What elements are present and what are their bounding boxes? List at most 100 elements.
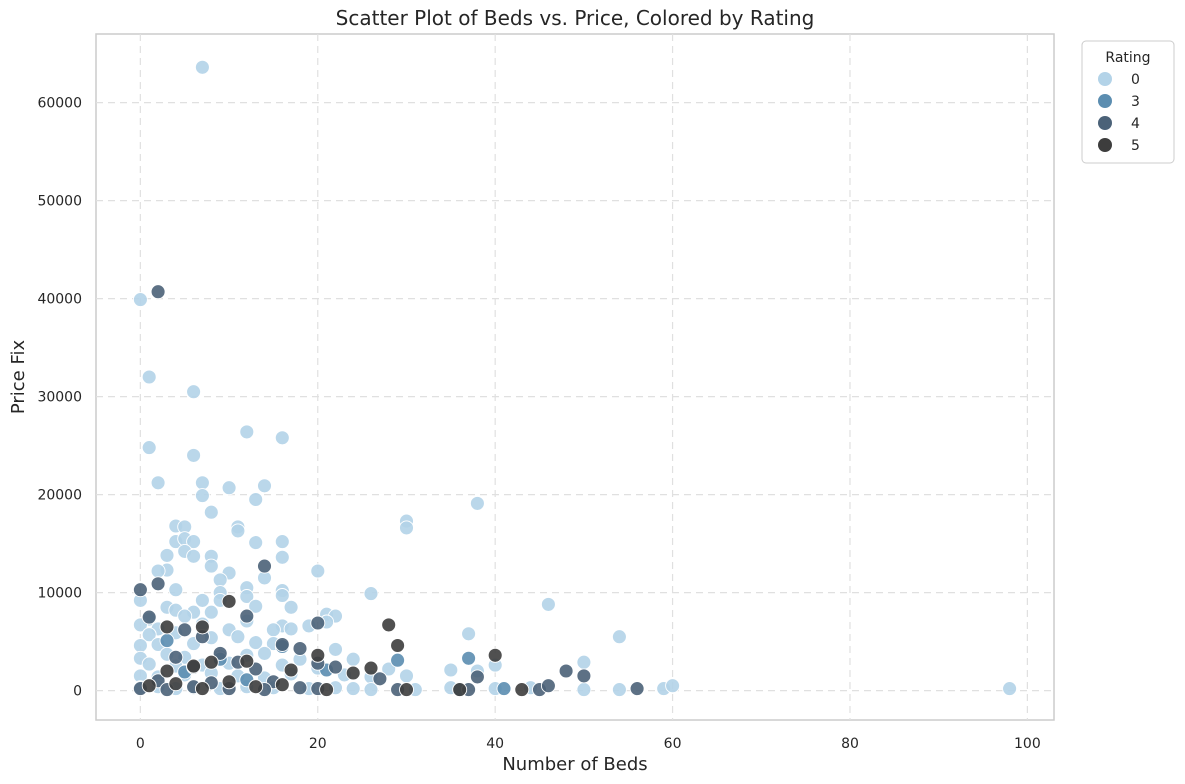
- data-point: [132, 582, 148, 598]
- data-point: [194, 619, 210, 635]
- y-tick-label: 30000: [37, 390, 82, 406]
- legend-marker: [1098, 94, 1112, 108]
- data-point: [194, 488, 210, 504]
- y-tick-label: 60000: [37, 96, 82, 112]
- data-point: [141, 678, 157, 694]
- y-axis-title: Price Fix: [8, 339, 29, 414]
- y-tick-label: 40000: [37, 292, 82, 308]
- data-point: [239, 424, 255, 440]
- data-point: [381, 661, 397, 677]
- data-point: [363, 660, 379, 676]
- legend-label: 5: [1131, 138, 1140, 154]
- data-point: [257, 558, 272, 574]
- data-point: [194, 475, 210, 491]
- data-point: [212, 572, 228, 588]
- data-point: [186, 658, 202, 674]
- data-point: [141, 656, 157, 672]
- data-point: [310, 647, 326, 663]
- y-tick-label: 10000: [37, 586, 82, 602]
- y-tick-label: 20000: [37, 488, 82, 504]
- data-point: [381, 617, 397, 633]
- data-point: [558, 663, 574, 679]
- data-point: [310, 615, 326, 631]
- data-point: [469, 495, 485, 511]
- data-point: [328, 659, 343, 675]
- data-point: [274, 637, 290, 652]
- x-tick-label: 100: [1014, 736, 1041, 752]
- data-point: [274, 677, 290, 693]
- legend-marker: [1098, 138, 1112, 152]
- data-point: [194, 59, 210, 75]
- data-point: [257, 645, 272, 661]
- data-point: [576, 668, 592, 684]
- data-point: [132, 638, 148, 653]
- data-point: [141, 369, 157, 385]
- data-point: [230, 523, 246, 539]
- data-point: [399, 668, 414, 684]
- data-point: [576, 682, 592, 698]
- data-point: [248, 635, 264, 651]
- data-point: [665, 678, 681, 694]
- legend-marker: [1098, 116, 1112, 130]
- data-point: [540, 596, 556, 612]
- y-tick-label: 50000: [37, 194, 82, 210]
- data-point: [292, 641, 308, 656]
- data-point: [141, 627, 157, 643]
- data-points: [132, 59, 1018, 698]
- x-tick-label: 40: [486, 736, 504, 752]
- series-rating-5: [141, 593, 530, 698]
- x-tick-label: 80: [841, 736, 859, 752]
- data-point: [248, 492, 264, 507]
- data-point: [230, 629, 246, 645]
- data-point: [292, 680, 308, 696]
- data-point: [461, 650, 477, 666]
- legend-title: Rating: [1105, 50, 1150, 66]
- data-point: [283, 621, 299, 637]
- legend: Rating 0 3 4 5: [1081, 40, 1175, 164]
- data-point: [611, 682, 627, 698]
- legend-box: [1081, 40, 1175, 164]
- data-point: [186, 548, 202, 564]
- data-point: [132, 292, 148, 308]
- data-point: [141, 440, 157, 456]
- data-point: [390, 638, 406, 653]
- data-point: [487, 647, 503, 663]
- data-point: [150, 284, 166, 300]
- legend-entry: 4: [1098, 116, 1140, 132]
- data-point: [159, 663, 175, 679]
- legend-entry: 0: [1098, 72, 1140, 88]
- data-point: [159, 547, 175, 563]
- data-point: [496, 681, 512, 697]
- data-point: [186, 447, 202, 463]
- data-point: [283, 599, 299, 615]
- data-point: [168, 649, 184, 665]
- data-point: [203, 558, 219, 574]
- data-point: [540, 678, 556, 694]
- tick-labels: 0 20 40 60 80 100 0 10000 20000 30000 40000 50000 60…: [37, 96, 1040, 752]
- data-point: [186, 534, 202, 550]
- data-point: [221, 674, 237, 690]
- data-point: [390, 652, 406, 668]
- data-point: [257, 478, 272, 494]
- data-point: [150, 475, 166, 491]
- data-point: [372, 671, 388, 687]
- data-point: [274, 430, 290, 446]
- data-point: [168, 582, 184, 598]
- x-tick-label: 0: [136, 736, 145, 752]
- data-point: [177, 622, 193, 638]
- x-tick-label: 20: [309, 736, 327, 752]
- data-point: [265, 622, 281, 638]
- data-point: [177, 608, 193, 624]
- data-point: [611, 629, 627, 645]
- data-point: [168, 676, 184, 692]
- y-tick-label: 0: [73, 684, 82, 700]
- data-point: [345, 651, 361, 667]
- data-point: [461, 626, 477, 642]
- chart-title: Scatter Plot of Beds vs. Price, Colored …: [336, 6, 815, 30]
- data-point: [194, 592, 210, 608]
- data-point: [443, 662, 459, 678]
- data-point: [248, 535, 264, 551]
- data-point: [221, 593, 237, 609]
- data-point: [283, 662, 299, 678]
